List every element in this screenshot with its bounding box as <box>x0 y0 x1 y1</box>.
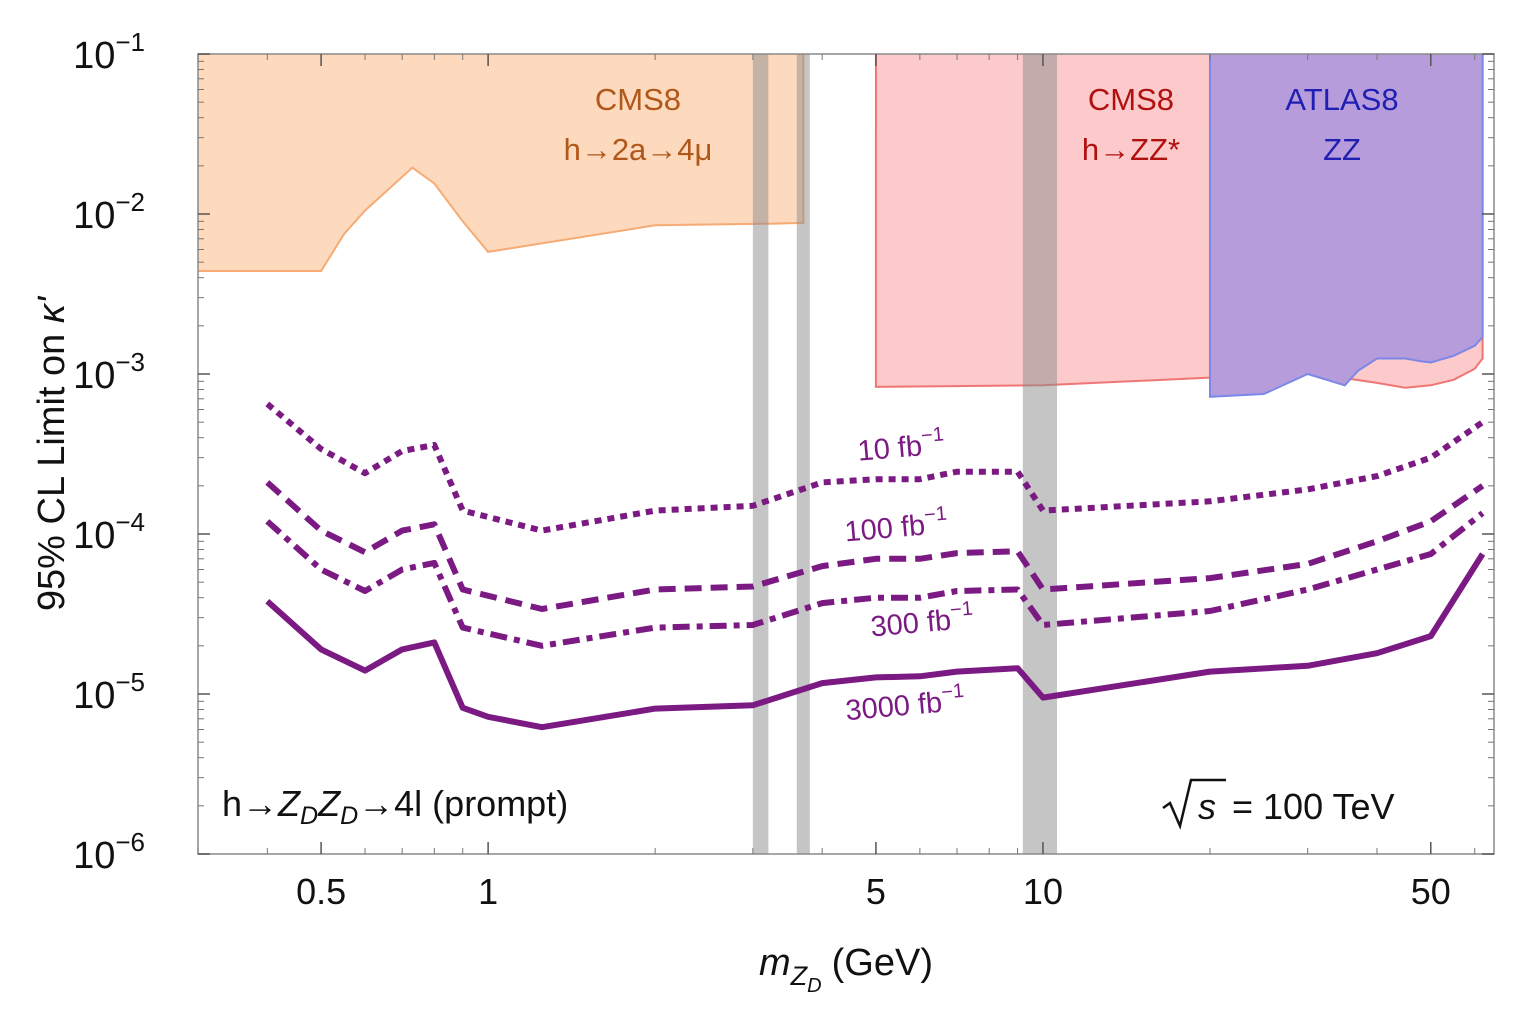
excluded-region-edge-cms8-h-2a-4 <box>198 54 805 272</box>
region-label-cms8-line2: h→2a→4μ <box>564 132 713 167</box>
x-axis-title: mZD(GeV) <box>759 942 933 997</box>
x-tick-label: 1 <box>478 871 498 912</box>
curve-label-10-fb: 10 fb−1 <box>856 423 946 467</box>
y-tick-label: 10−5 <box>73 667 145 717</box>
process-annotation: h→ZDZD→4l (prompt) <box>222 783 568 830</box>
limit-curves <box>265 401 1486 731</box>
vetoed-mass-bands <box>752 54 1058 854</box>
curve-100-fb <box>265 480 1485 612</box>
y-tick-label: 10−2 <box>73 187 145 237</box>
region-label-cms8-line1: CMS8 <box>1088 82 1174 117</box>
curve-label-300-fb: 300 fb−1 <box>869 598 975 644</box>
y-axis: 10−6 10−5 10−4 10−3 10−2 10−1 <box>73 27 1494 877</box>
excluded-region-atlas8-zz <box>1209 54 1483 397</box>
energy-annotation: s = 100 TeV <box>1162 778 1394 830</box>
y-tick-label: 10−1 <box>73 27 145 77</box>
curve-label-3000-fb: 3000 fb−1 <box>844 680 966 727</box>
x-tick-label: 50 <box>1411 871 1451 912</box>
excluded-region-edge-cms8-h-zz <box>874 54 1484 389</box>
curve-label-100-fb: 100 fb−1 <box>843 503 949 549</box>
x-axis: 0.5 1 5 10 50 <box>197 54 1476 912</box>
vetoed-band-2 <box>796 54 810 854</box>
x-tick-label: 5 <box>866 871 886 912</box>
excluded-region-cms8-h-2a-4 <box>198 54 804 271</box>
curve-300-fb <box>265 510 1485 649</box>
region-label-cms8-line1: CMS8 <box>595 82 681 117</box>
y-tick-label: 10−3 <box>73 347 145 397</box>
y-tick-label: 10−4 <box>73 507 145 557</box>
region-label-cms8-line2: h→ZZ* <box>1082 132 1180 167</box>
excluded-region-edge-atlas8-zz <box>1208 54 1484 398</box>
curve-10-fb <box>265 401 1485 534</box>
x-tick-label: 0.5 <box>296 871 346 912</box>
svg-text:s = 100 TeV: s = 100 TeV <box>1198 786 1394 827</box>
y-axis-title: 95% CL Limit on κ' <box>31 295 73 611</box>
region-label-atlas8-line2: ZZ <box>1323 132 1361 167</box>
curve-3000-fb <box>265 552 1486 731</box>
vetoed-band-3 <box>1022 54 1058 854</box>
sqrt-symbol <box>1162 778 1226 830</box>
region-labels: CMS8 h→2a→4μ CMS8 h→ZZ* ATLAS8 ZZ <box>564 82 1399 167</box>
x-tick-label: 10 <box>1023 871 1063 912</box>
region-label-atlas8-line1: ATLAS8 <box>1285 82 1398 117</box>
y-tick-label: 10−6 <box>73 827 145 877</box>
plot-frame <box>197 53 1495 855</box>
vetoed-band-1 <box>752 54 769 854</box>
